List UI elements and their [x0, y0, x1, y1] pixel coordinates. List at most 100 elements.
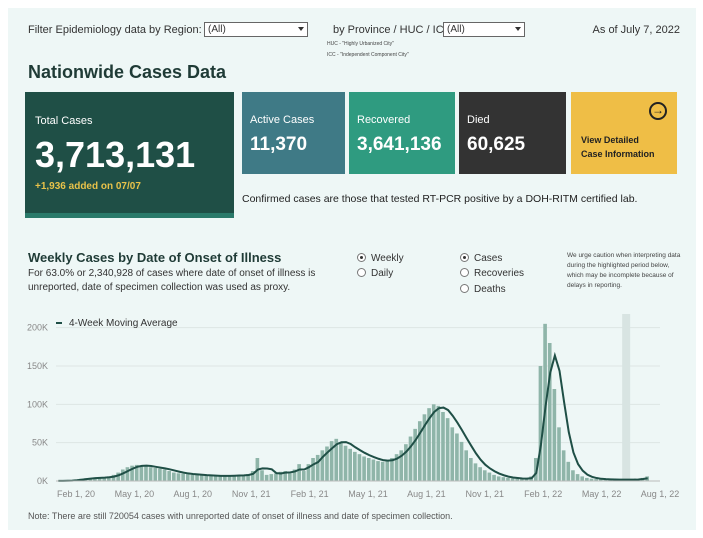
radio-recoveries-label: Recoveries	[474, 268, 525, 279]
radio-weekly[interactable]: Weekly	[357, 253, 404, 264]
active-cases-card: Active Cases 11,370	[242, 92, 345, 174]
x-tick-label: Feb 1, 21	[291, 489, 329, 499]
bar	[380, 461, 385, 481]
bar	[510, 478, 515, 481]
bar	[557, 427, 561, 481]
bar	[431, 404, 436, 481]
bar	[334, 438, 339, 481]
incomplete-period-highlight	[622, 314, 631, 481]
bar	[148, 467, 153, 481]
footnote: Note: There are still 720054 cases with …	[28, 511, 453, 521]
region-select[interactable]: (All)	[204, 22, 308, 37]
bar	[218, 476, 223, 481]
bar	[274, 473, 278, 481]
bar	[209, 475, 213, 481]
total-cases-label: Total Cases	[35, 115, 93, 127]
x-tick-label: Nov 1, 21	[232, 489, 271, 499]
total-cases-value: 3,713,131	[35, 134, 196, 175]
recovered-card: Recovered 3,641,136	[349, 92, 455, 174]
bar	[223, 475, 227, 481]
bar	[459, 441, 464, 481]
icc-note: ICC - "Independent Component City"	[327, 52, 409, 57]
region-filter-label: Filter Epidemiology data by Region:	[28, 24, 202, 36]
x-tick-label: Aug 1, 20	[174, 489, 213, 499]
radio-cases[interactable]: Cases	[460, 253, 502, 264]
bar	[288, 473, 292, 481]
bar	[362, 456, 366, 481]
bar	[427, 408, 431, 481]
view-detailed-case-info-button[interactable]: → View Detailed Case Information	[571, 92, 677, 174]
radio-daily-label: Daily	[371, 268, 394, 279]
weekly-cases-chart: 0K 50K 100K 150K 200K Feb 1, 20 May 1, 20 Aug 1…	[27, 314, 680, 499]
died-card: Died 60,625	[459, 92, 566, 174]
bar	[250, 471, 255, 481]
province-select[interactable]: (All)	[443, 22, 525, 37]
x-tick-label: May 1, 21	[348, 489, 388, 499]
arrow-right-circle-icon: →	[649, 102, 667, 120]
bar	[162, 469, 167, 481]
bar	[422, 414, 427, 481]
bar	[450, 427, 455, 481]
bar	[469, 458, 473, 481]
province-select-value: (All)	[447, 24, 465, 35]
bar	[167, 471, 172, 481]
bar	[394, 454, 399, 481]
bar	[125, 467, 130, 481]
bar	[111, 474, 116, 481]
province-filter-label: by Province / HUC / ICC:	[333, 24, 455, 36]
radio-recoveries[interactable]: Recoveries	[460, 268, 524, 279]
bar	[575, 474, 580, 481]
bar	[102, 477, 107, 481]
bar	[487, 472, 492, 481]
bar	[153, 467, 158, 481]
bar	[366, 458, 371, 481]
bar	[524, 478, 529, 481]
bar	[552, 389, 557, 481]
bar	[594, 479, 598, 481]
died-label: Died	[467, 114, 490, 126]
bar	[436, 405, 441, 481]
bar	[199, 475, 204, 481]
bar	[93, 477, 97, 481]
x-tick-label: Feb 1, 22	[524, 489, 562, 499]
bar	[515, 478, 520, 481]
radio-unselected-icon	[357, 268, 366, 277]
bar	[172, 472, 176, 481]
x-tick-label: Feb 1, 20	[57, 489, 95, 499]
bar	[533, 458, 538, 481]
bar	[343, 445, 348, 481]
detail-line-2: Case Information	[581, 149, 655, 159]
radio-daily[interactable]: Daily	[357, 268, 393, 279]
bar	[357, 454, 362, 481]
total-cases-card: Total Cases 3,713,131 +1,936 added on 07…	[25, 92, 234, 218]
bar	[404, 444, 408, 481]
bar	[385, 460, 390, 481]
active-cases-value: 11,370	[250, 134, 308, 155]
weekly-chart-title: Weekly Cases by Date of Onset of Illness	[28, 250, 282, 265]
as-of-date: As of July 7, 2022	[592, 24, 680, 36]
bar	[585, 477, 589, 481]
bar	[329, 441, 334, 481]
bar	[227, 475, 232, 481]
radio-selected-icon	[460, 253, 469, 262]
died-value: 60,625	[467, 134, 526, 155]
bar	[441, 412, 445, 481]
legend-label: 4-Week Moving Average	[69, 318, 178, 329]
detail-button-text: View Detailed Case Information	[581, 133, 655, 161]
x-tick-label: Aug 1, 22	[641, 489, 680, 499]
bar	[236, 475, 241, 481]
radio-deaths[interactable]: Deaths	[460, 284, 506, 295]
weekly-chart-subtitle: For 63.0% or 2,340,928 of cases where da…	[28, 268, 316, 293]
bar	[445, 418, 450, 481]
bar	[176, 473, 181, 481]
bar	[185, 474, 190, 481]
y-tick-label: 150K	[27, 361, 48, 371]
bar	[455, 433, 459, 481]
bar	[181, 473, 185, 481]
bar	[204, 475, 209, 481]
bar	[107, 476, 111, 481]
bar	[190, 474, 195, 481]
radio-deaths-label: Deaths	[474, 284, 506, 295]
detail-line-1: View Detailed	[581, 135, 639, 145]
bar	[571, 470, 575, 481]
